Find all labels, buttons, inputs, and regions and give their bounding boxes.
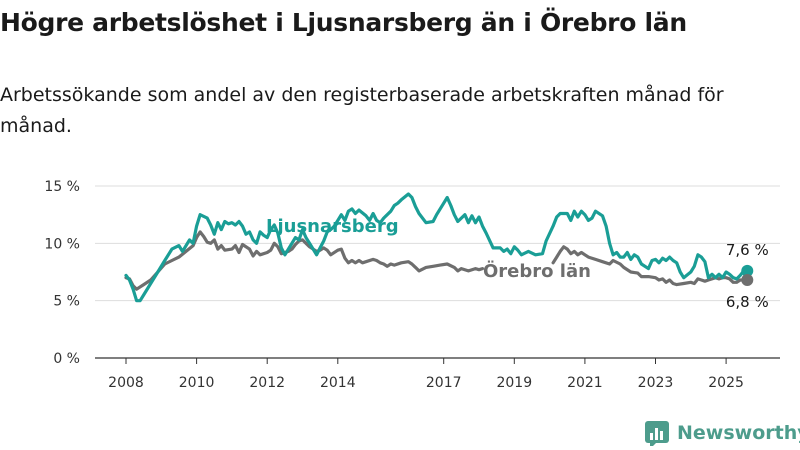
- y-tick-label: 10 %: [44, 236, 80, 252]
- x-tick-label: 2025: [708, 375, 744, 391]
- series-line-orebro-lan-segment-2: [551, 245, 749, 287]
- x-tick-label: 2012: [249, 375, 285, 391]
- series-lines: [124, 192, 749, 303]
- end-point-orebro-lan: [741, 274, 754, 287]
- line-chart: 0 %5 %10 %15 % 2008 2010 2012 2014 2017 2019 2…: [44, 179, 780, 391]
- y-axis: 0 % 5 % 10 % 15 %: [44, 179, 80, 367]
- x-tick-label: 2021: [567, 375, 603, 391]
- newsworthy-brand: Newsworthy: [644, 420, 800, 446]
- x-tick-label: 2017: [426, 375, 462, 391]
- brand-name: Newsworthy: [677, 422, 800, 444]
- series-line-orebro-lan: [124, 230, 485, 291]
- y-tick-label: 15 %: [44, 179, 80, 195]
- series-line-ljusnarsberg: [124, 192, 749, 303]
- x-tick-label: 2014: [320, 375, 356, 391]
- x-axis: 2008 2010 2012 2014 2017 2019 2021 2023 2025: [108, 358, 744, 391]
- x-tick-label: 2019: [496, 375, 532, 391]
- y-tick-label: 5 %: [53, 294, 80, 310]
- x-tick-label: 2008: [108, 375, 144, 391]
- end-point-ljusnarsberg: [741, 264, 754, 277]
- chart-title: Högre arbetslöshet i Ljusnarsberg än i Ö…: [0, 8, 687, 37]
- chart-subtitle: Arbetssökande som andel av den registerb…: [0, 84, 724, 137]
- bar-chart-logo-icon: [645, 421, 669, 446]
- series-label-ljusnarsberg: Ljusnarsberg: [266, 216, 399, 237]
- series-label-orebro-lan: Örebro län: [483, 260, 591, 282]
- end-value-orebro-lan: 6,8 %: [726, 293, 769, 311]
- x-tick-label: 2010: [179, 375, 215, 391]
- end-value-ljusnarsberg: 7,6 %: [726, 241, 769, 259]
- x-tick-label: 2023: [638, 375, 674, 391]
- y-tick-label: 0 %: [53, 351, 80, 367]
